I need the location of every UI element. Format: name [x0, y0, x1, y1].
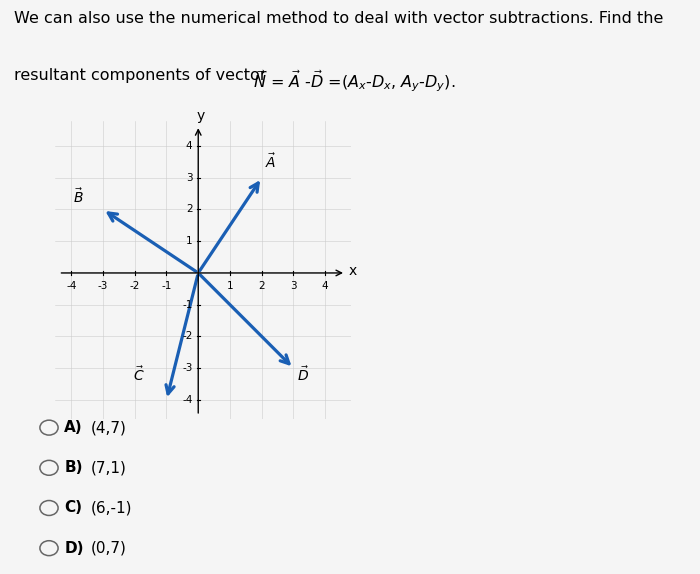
Text: x: x [348, 265, 356, 278]
Text: 3: 3 [186, 173, 193, 183]
Text: 4: 4 [322, 281, 328, 291]
Text: 4: 4 [186, 141, 193, 151]
Text: C): C) [64, 501, 83, 515]
Text: -3: -3 [98, 281, 108, 291]
Text: resultant components of vector: resultant components of vector [14, 68, 272, 83]
Text: (6,-1): (6,-1) [91, 501, 132, 515]
Text: -4: -4 [66, 281, 76, 291]
Text: $\vec{N}$ = $\vec{A}$ -$\vec{D}$ =($A_x$-$D_x$, $A_y$-$D_y$).: $\vec{N}$ = $\vec{A}$ -$\vec{D}$ =($A_x$… [253, 68, 455, 94]
Text: (4,7): (4,7) [91, 420, 127, 435]
Text: $\vec{C}$: $\vec{C}$ [132, 365, 144, 384]
Text: D): D) [64, 541, 84, 556]
Text: We can also use the numerical method to deal with vector subtractions. Find the: We can also use the numerical method to … [14, 11, 664, 26]
Text: 1: 1 [186, 236, 193, 246]
Text: B): B) [64, 460, 83, 475]
Text: -1: -1 [161, 281, 172, 291]
Text: 1: 1 [227, 281, 233, 291]
Text: $\vec{B}$: $\vec{B}$ [74, 188, 84, 206]
Text: (7,1): (7,1) [91, 460, 127, 475]
Text: (0,7): (0,7) [91, 541, 127, 556]
Text: 2: 2 [258, 281, 265, 291]
Text: -2: -2 [130, 281, 140, 291]
Text: A): A) [64, 420, 83, 435]
Text: $\vec{D}$: $\vec{D}$ [297, 365, 309, 384]
Text: -3: -3 [182, 363, 192, 373]
Text: 2: 2 [186, 204, 193, 215]
Text: $\vec{A}$: $\vec{A}$ [265, 153, 277, 172]
Text: y: y [197, 109, 205, 123]
Text: -1: -1 [182, 300, 192, 310]
Text: 3: 3 [290, 281, 297, 291]
Text: -2: -2 [182, 331, 192, 342]
Text: -4: -4 [182, 395, 192, 405]
